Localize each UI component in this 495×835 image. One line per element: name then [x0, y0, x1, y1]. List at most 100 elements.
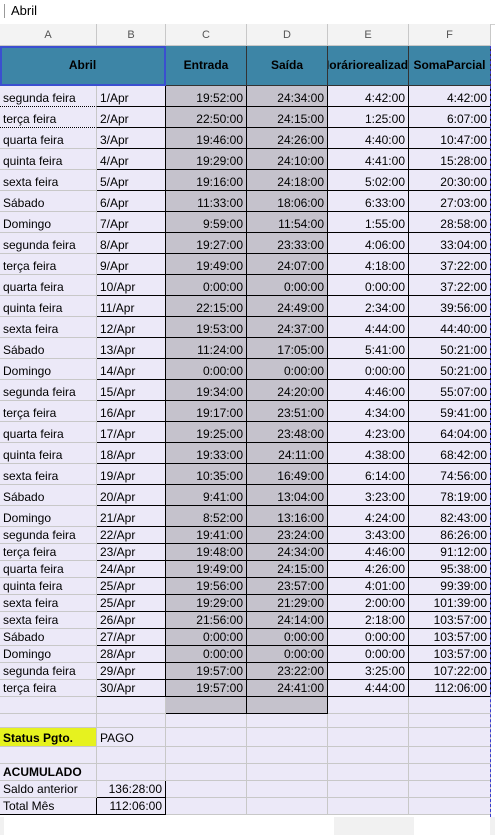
- entrada-cell[interactable]: 19:53:00: [166, 317, 247, 338]
- weekday-cell[interactable]: Domingo: [0, 506, 97, 527]
- horario-cell[interactable]: 3:43:00: [328, 527, 409, 544]
- saldo-anterior-label[interactable]: Saldo anterior: [0, 781, 97, 798]
- weekday-cell[interactable]: quarta feira: [0, 561, 97, 578]
- status-label[interactable]: Status Pgto.: [0, 728, 97, 747]
- header-entrada[interactable]: Entrada: [166, 46, 247, 86]
- header-horario-realizado[interactable]: Horáriorealizado: [328, 46, 409, 86]
- horario-cell[interactable]: 4:18:00: [328, 254, 409, 275]
- empty-cell[interactable]: [166, 747, 247, 764]
- soma-cell[interactable]: 39:56:00: [409, 296, 491, 317]
- saldo-anterior-value[interactable]: 136:28:00: [97, 781, 166, 798]
- header-soma-parcial[interactable]: Soma Parcial: [409, 46, 491, 86]
- saida-cell[interactable]: 24:41:00: [247, 680, 328, 697]
- status-value[interactable]: PAGO: [97, 728, 166, 747]
- saida-cell[interactable]: 23:33:00: [247, 233, 328, 254]
- entrada-cell[interactable]: 0:00:00: [166, 275, 247, 296]
- entrada-cell[interactable]: 19:57:00: [166, 680, 247, 697]
- horario-cell[interactable]: 5:41:00: [328, 338, 409, 359]
- weekday-cell[interactable]: segunda feira: [0, 233, 97, 254]
- empty-cell[interactable]: [328, 714, 409, 728]
- empty-cell[interactable]: [247, 781, 328, 798]
- soma-cell[interactable]: 82:43:00: [409, 506, 491, 527]
- empty-cell[interactable]: [166, 764, 247, 781]
- date-cell[interactable]: 23/Apr: [97, 544, 166, 561]
- date-cell[interactable]: 22/Apr: [97, 527, 166, 544]
- weekday-cell[interactable]: segunda feira: [0, 86, 97, 107]
- date-cell[interactable]: 2/Apr: [97, 107, 166, 128]
- entrada-cell[interactable]: 19:29:00: [166, 595, 247, 612]
- empty-cell[interactable]: [247, 764, 328, 781]
- weekday-cell[interactable]: Domingo: [0, 646, 97, 663]
- saida-cell[interactable]: 0:00:00: [247, 629, 328, 646]
- soma-cell[interactable]: 95:38:00: [409, 561, 491, 578]
- formula-bar-value[interactable]: Abril: [11, 3, 38, 18]
- saida-cell[interactable]: 0:00:00: [247, 646, 328, 663]
- saida-cell[interactable]: 24:14:00: [247, 612, 328, 629]
- empty-cell[interactable]: [409, 714, 491, 728]
- total-mes-label[interactable]: Total Mês: [0, 798, 97, 815]
- entrada-cell[interactable]: 22:50:00: [166, 107, 247, 128]
- empty-cell[interactable]: [409, 728, 491, 747]
- header-saida[interactable]: Saída: [247, 46, 328, 86]
- weekday-cell[interactable]: quinta feira: [0, 578, 97, 595]
- date-cell[interactable]: 19/Apr: [97, 464, 166, 485]
- horario-cell[interactable]: 5:02:00: [328, 170, 409, 191]
- empty-cell[interactable]: [166, 798, 247, 815]
- empty-cell[interactable]: [409, 697, 491, 714]
- entrada-cell[interactable]: 0:00:00: [166, 646, 247, 663]
- saida-cell[interactable]: 24:34:00: [247, 86, 328, 107]
- weekday-cell[interactable]: quinta feira: [0, 149, 97, 170]
- empty-cell[interactable]: [0, 697, 97, 714]
- soma-cell[interactable]: 112:06:00: [409, 680, 491, 697]
- horario-cell[interactable]: 1:25:00: [328, 107, 409, 128]
- saida-cell[interactable]: 23:24:00: [247, 527, 328, 544]
- saida-cell[interactable]: 24:15:00: [247, 107, 328, 128]
- header-month[interactable]: Abril: [0, 46, 166, 86]
- entrada-cell[interactable]: 19:46:00: [166, 128, 247, 149]
- column-header-e[interactable]: E: [328, 24, 409, 46]
- empty-cell[interactable]: [166, 781, 247, 798]
- date-cell[interactable]: 9/Apr: [97, 254, 166, 275]
- entrada-cell[interactable]: 19:57:00: [166, 663, 247, 680]
- date-cell[interactable]: 11/Apr: [97, 296, 166, 317]
- date-cell[interactable]: 28/Apr: [97, 646, 166, 663]
- saida-cell[interactable]: 23:51:00: [247, 401, 328, 422]
- entrada-cell[interactable]: 19:33:00: [166, 443, 247, 464]
- horario-cell[interactable]: 4:24:00: [328, 506, 409, 527]
- soma-cell[interactable]: 101:39:00: [409, 595, 491, 612]
- date-cell[interactable]: 12/Apr: [97, 317, 166, 338]
- saida-cell[interactable]: 24:37:00: [247, 317, 328, 338]
- soma-cell[interactable]: 78:19:00: [409, 485, 491, 506]
- date-cell[interactable]: 4/Apr: [97, 149, 166, 170]
- entrada-cell[interactable]: 9:41:00: [166, 485, 247, 506]
- entrada-cell[interactable]: 22:15:00: [166, 296, 247, 317]
- entrada-cell[interactable]: 19:56:00: [166, 578, 247, 595]
- soma-cell[interactable]: 27:03:00: [409, 191, 491, 212]
- entrada-cell[interactable]: 0:00:00: [166, 359, 247, 380]
- date-cell[interactable]: 7/Apr: [97, 212, 166, 233]
- date-cell[interactable]: 15/Apr: [97, 380, 166, 401]
- horario-cell[interactable]: 4:42:00: [328, 86, 409, 107]
- empty-cell[interactable]: [409, 781, 491, 798]
- empty-cell[interactable]: [247, 728, 328, 747]
- entrada-cell[interactable]: 19:25:00: [166, 422, 247, 443]
- soma-cell[interactable]: 6:07:00: [409, 107, 491, 128]
- total-mes-value[interactable]: 112:06:00: [97, 798, 166, 815]
- weekday-cell[interactable]: quinta feira: [0, 296, 97, 317]
- saida-cell[interactable]: 24:34:00: [247, 544, 328, 561]
- weekday-cell[interactable]: Sábado: [0, 485, 97, 506]
- entrada-cell[interactable]: 21:56:00: [166, 612, 247, 629]
- date-cell[interactable]: 18/Apr: [97, 443, 166, 464]
- date-cell[interactable]: 14/Apr: [97, 359, 166, 380]
- column-header-d[interactable]: D: [247, 24, 328, 46]
- entrada-cell[interactable]: 19:49:00: [166, 254, 247, 275]
- saida-cell[interactable]: 16:49:00: [247, 464, 328, 485]
- empty-cell[interactable]: [97, 714, 166, 728]
- soma-cell[interactable]: 103:57:00: [409, 629, 491, 646]
- horario-cell[interactable]: 3:23:00: [328, 485, 409, 506]
- empty-cell[interactable]: [166, 728, 247, 747]
- empty-cell[interactable]: [328, 798, 409, 815]
- saida-cell[interactable]: 18:06:00: [247, 191, 328, 212]
- empty-cell[interactable]: [97, 747, 166, 764]
- soma-cell[interactable]: 68:42:00: [409, 443, 491, 464]
